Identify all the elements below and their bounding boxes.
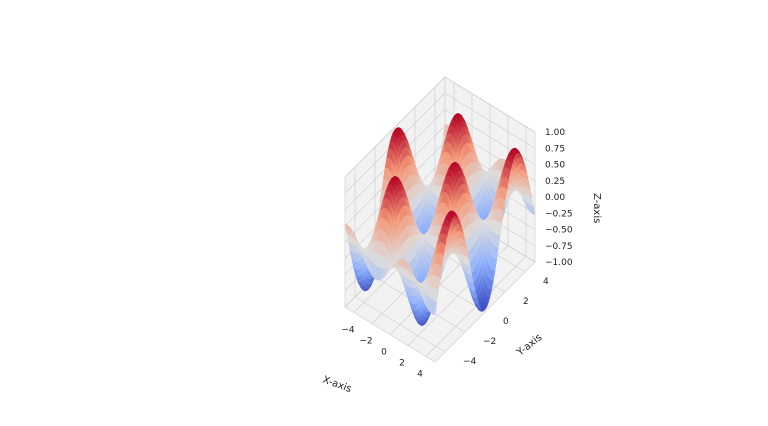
z-tick-label: −1.00 — [545, 258, 573, 268]
x-tick-label: −4 — [341, 326, 355, 336]
x-tick-label: −2 — [359, 337, 372, 347]
grid-line — [344, 76, 446, 178]
z-tick-label: 0.50 — [545, 161, 565, 171]
grid-line — [354, 296, 446, 353]
y-tick-label: −4 — [463, 357, 477, 367]
z-tick-label: −0.50 — [545, 226, 573, 236]
z-tick-label: 0.25 — [545, 177, 565, 187]
grid-line — [444, 76, 536, 133]
surface-facet — [433, 301, 438, 316]
y-tick-label: −2 — [483, 337, 496, 347]
surface-mesh — [344, 113, 536, 326]
x-axis-label: X-axis — [321, 374, 353, 395]
z-tick-label: 0.00 — [545, 193, 565, 203]
tick-labels: −4 −2 0 2 4 −4 −2 0 2 4 −1.00 −0.75 −0.50 −0.25 0.00 0.… — [341, 128, 572, 380]
x-tick-label: 0 — [381, 348, 387, 358]
x-tick-label: 4 — [417, 370, 423, 380]
z-axis-label: Z-axis — [591, 193, 602, 223]
z-tick-label: −0.25 — [545, 209, 573, 219]
x-tick-label: 2 — [399, 359, 405, 369]
grid-line — [444, 92, 536, 149]
z-tick-label: 1.00 — [545, 128, 565, 138]
y-tick-label: 0 — [503, 317, 509, 327]
y-tick-label: 2 — [523, 297, 529, 307]
y-axis-label: Y-axis — [514, 332, 544, 359]
z-tick-label: 0.75 — [545, 144, 565, 154]
z-tick-label: −0.75 — [545, 242, 573, 252]
y-tick-label: 4 — [543, 277, 549, 287]
